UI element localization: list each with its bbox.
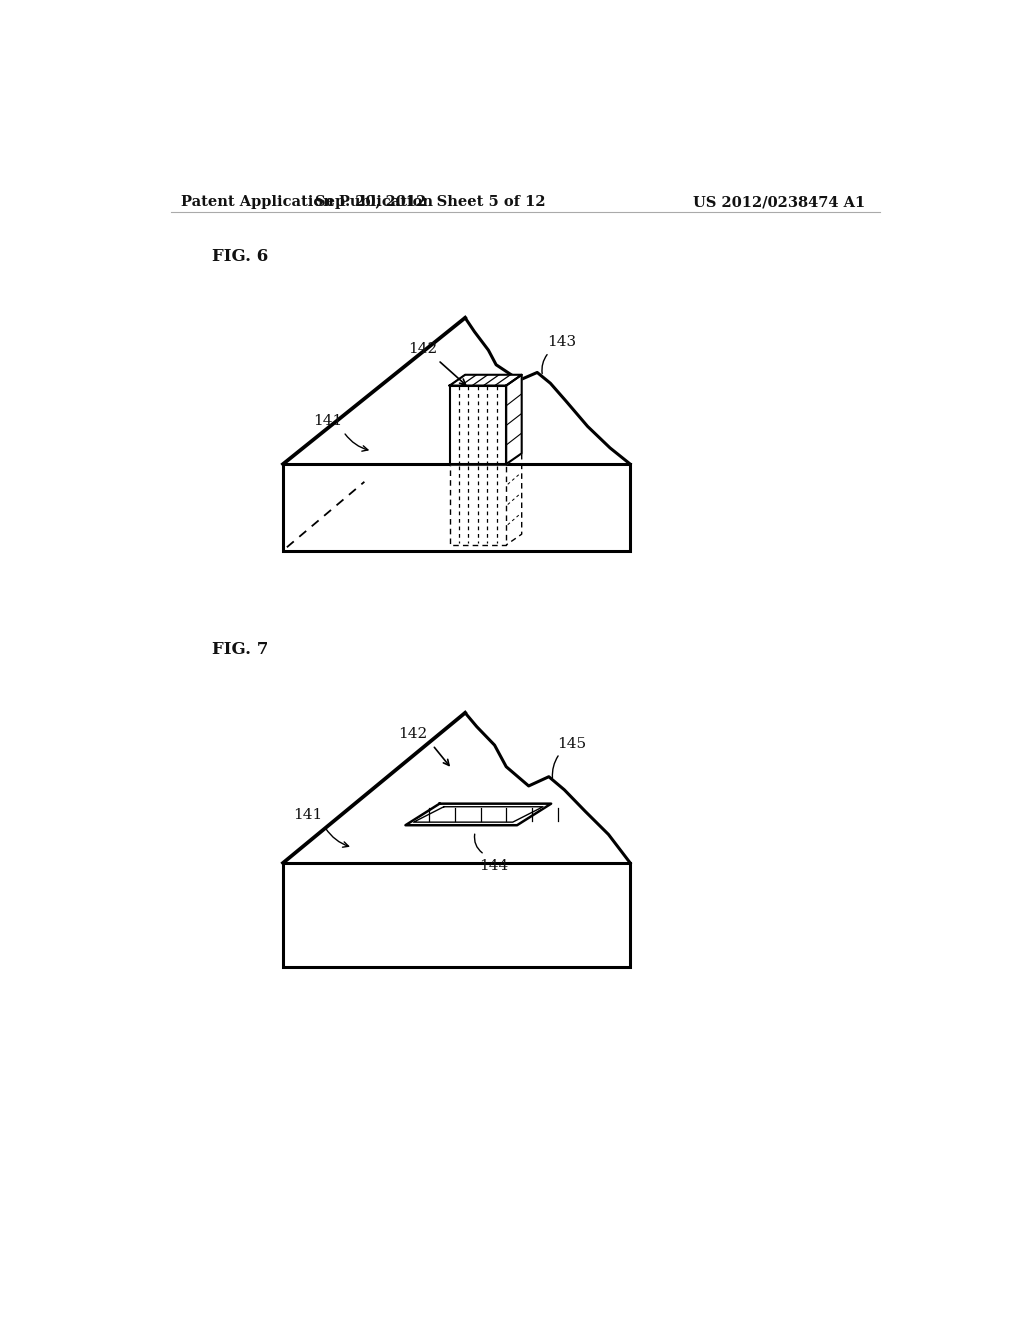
Text: Patent Application Publication: Patent Application Publication <box>180 195 433 210</box>
Text: 145: 145 <box>557 737 586 751</box>
Polygon shape <box>450 375 521 385</box>
Polygon shape <box>406 804 551 825</box>
Text: FIG. 7: FIG. 7 <box>212 642 268 659</box>
Text: FIG. 6: FIG. 6 <box>212 248 268 265</box>
Polygon shape <box>450 385 506 465</box>
Text: 141: 141 <box>293 808 323 822</box>
Text: 144: 144 <box>479 859 509 873</box>
Bar <box>283 465 630 552</box>
Polygon shape <box>414 807 543 822</box>
Text: Sep. 20, 2012  Sheet 5 of 12: Sep. 20, 2012 Sheet 5 of 12 <box>315 195 546 210</box>
Text: 142: 142 <box>398 727 428 742</box>
Bar <box>283 863 630 966</box>
Text: 143: 143 <box>548 335 577 348</box>
Text: 142: 142 <box>408 342 437 356</box>
Text: US 2012/0238474 A1: US 2012/0238474 A1 <box>693 195 865 210</box>
Polygon shape <box>506 375 521 465</box>
Text: 141: 141 <box>313 414 343 428</box>
